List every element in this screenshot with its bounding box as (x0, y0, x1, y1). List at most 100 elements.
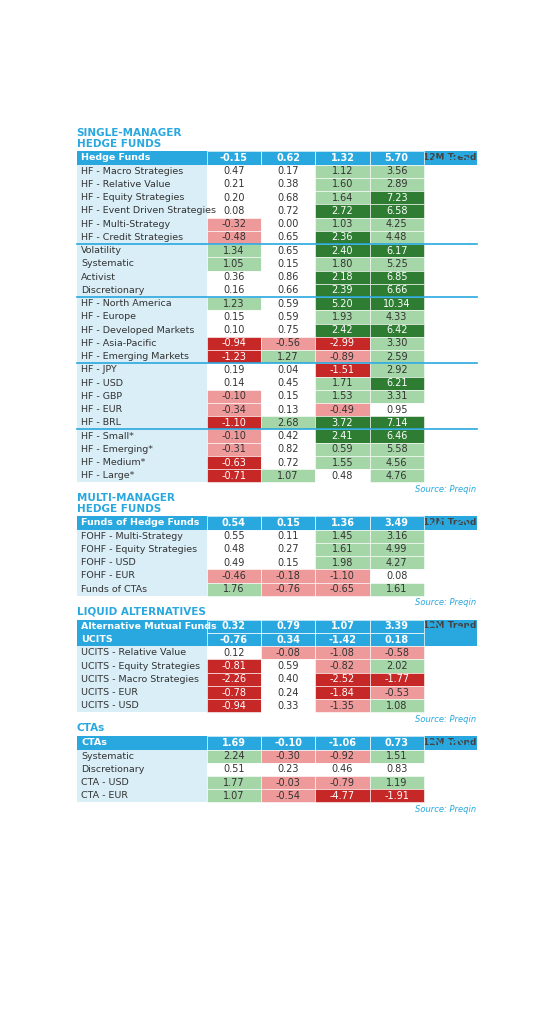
Bar (261, 529, 315, 543)
Bar (261, 673, 315, 686)
Bar (370, 442, 424, 456)
Bar (315, 543, 370, 556)
Bar (261, 776, 315, 790)
Text: 1.64: 1.64 (332, 193, 353, 203)
Text: -0.58: -0.58 (384, 648, 409, 657)
Bar (207, 429, 261, 442)
Text: 5.25: 5.25 (386, 259, 408, 269)
Bar (77, 583, 207, 596)
Text: 2.59: 2.59 (386, 351, 408, 361)
Bar (261, 429, 315, 442)
Bar (315, 270, 370, 284)
Text: 0.16: 0.16 (223, 286, 245, 296)
Text: 6.46: 6.46 (386, 431, 407, 441)
Text: -0.49: -0.49 (330, 404, 355, 415)
Bar (424, 244, 477, 257)
Bar (207, 583, 261, 596)
Text: 4.33: 4.33 (386, 312, 407, 322)
Text: HF - North America: HF - North America (82, 299, 172, 308)
Bar (77, 350, 207, 364)
Text: 1.93: 1.93 (332, 312, 353, 322)
Bar (77, 205, 207, 217)
Bar (77, 244, 207, 257)
Bar (261, 583, 315, 596)
Text: 3.56: 3.56 (386, 166, 407, 176)
Text: 2.39: 2.39 (332, 286, 353, 296)
Text: -0.15: -0.15 (220, 153, 248, 163)
Bar (77, 337, 207, 350)
Text: 0.49: 0.49 (223, 558, 245, 567)
Text: 0.33: 0.33 (278, 700, 299, 711)
Text: -1.06: -1.06 (328, 738, 356, 748)
Bar (370, 633, 424, 646)
Text: 0.19: 0.19 (223, 365, 245, 375)
Bar (315, 569, 370, 583)
Text: -2.26: -2.26 (222, 674, 246, 684)
Text: Hedge Funds: Hedge Funds (82, 154, 150, 163)
Bar (261, 646, 315, 659)
Bar (424, 270, 477, 284)
Text: -0.48: -0.48 (222, 232, 246, 243)
Bar (207, 178, 261, 191)
Bar (207, 350, 261, 364)
Bar (370, 736, 424, 750)
Text: 0.14: 0.14 (223, 378, 245, 388)
Text: 3.39: 3.39 (385, 622, 409, 632)
Bar (424, 390, 477, 403)
Bar (315, 790, 370, 803)
Bar (261, 270, 315, 284)
Bar (77, 429, 207, 442)
Text: 6.42: 6.42 (386, 326, 407, 335)
Text: HF - Credit Strategies: HF - Credit Strategies (82, 232, 183, 242)
Bar (424, 646, 477, 659)
Text: -0.78: -0.78 (222, 687, 246, 697)
Text: 1.77: 1.77 (223, 777, 245, 787)
Bar (424, 569, 477, 583)
Text: 4.56: 4.56 (386, 458, 407, 468)
Text: CTAs: CTAs (82, 738, 107, 748)
Text: -0.53: -0.53 (384, 687, 409, 697)
Bar (207, 633, 261, 646)
Bar (424, 620, 477, 633)
Bar (424, 257, 477, 270)
Bar (370, 257, 424, 270)
Bar (207, 659, 261, 673)
Text: 0.46: 0.46 (332, 764, 353, 774)
Bar (77, 776, 207, 790)
Text: 0.59: 0.59 (278, 312, 299, 322)
Bar (261, 763, 315, 776)
Text: FOHF - Multi-Strategy: FOHF - Multi-Strategy (82, 531, 183, 541)
Text: -0.10: -0.10 (274, 738, 302, 748)
Text: Aug-18: Aug-18 (216, 737, 252, 746)
Bar (315, 673, 370, 686)
Bar (315, 377, 370, 390)
Bar (207, 569, 261, 583)
Text: FOHF - Equity Strategies: FOHF - Equity Strategies (82, 545, 197, 554)
Text: 2018 YTD: 2018 YTD (318, 737, 366, 746)
Bar (207, 270, 261, 284)
Bar (77, 633, 477, 646)
Text: -0.65: -0.65 (330, 584, 355, 594)
Bar (315, 350, 370, 364)
Text: -4.77: -4.77 (330, 791, 355, 801)
Bar (77, 556, 207, 569)
Text: 2.02: 2.02 (386, 662, 408, 671)
Bar (315, 429, 370, 442)
Bar (424, 469, 477, 482)
Text: HF - GBP: HF - GBP (82, 392, 122, 400)
Text: 0.54: 0.54 (222, 518, 246, 528)
Bar (207, 442, 261, 456)
Text: 0.45: 0.45 (278, 378, 299, 388)
Bar (261, 790, 315, 803)
Bar (207, 257, 261, 270)
Text: 3.49: 3.49 (385, 518, 409, 528)
Bar (315, 217, 370, 230)
Text: HEDGE FUNDS: HEDGE FUNDS (77, 138, 161, 148)
Bar (424, 429, 477, 442)
Bar (207, 152, 261, 165)
Text: 1.61: 1.61 (332, 545, 353, 554)
Text: 2.42: 2.42 (332, 326, 353, 335)
Bar (315, 324, 370, 337)
Bar (424, 442, 477, 456)
Text: HF - Macro Strategies: HF - Macro Strategies (82, 167, 183, 176)
